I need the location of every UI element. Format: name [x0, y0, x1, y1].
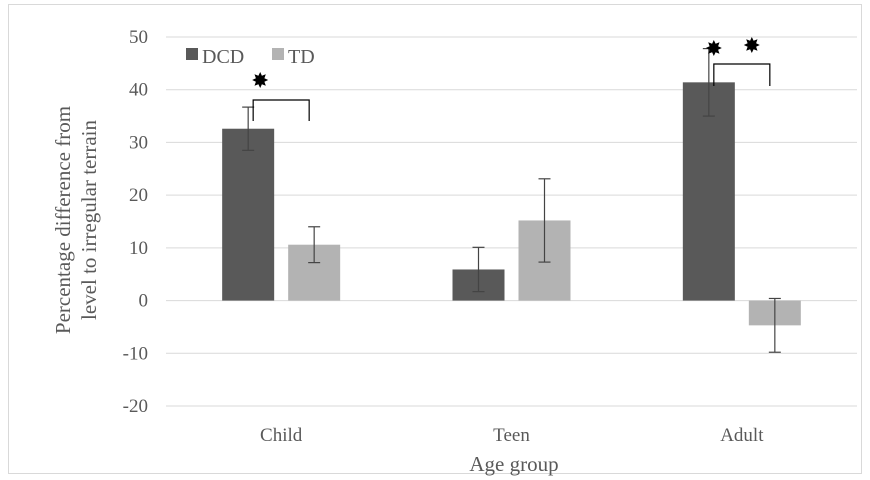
y-tick-label: 0 [139, 291, 149, 312]
y-tick-label: 30 [129, 132, 148, 153]
significance-star-icon [705, 40, 722, 56]
y-tick-label: -20 [123, 396, 148, 417]
legend: DCD TD [186, 46, 315, 68]
gridlines [166, 36, 857, 407]
x-tick-label: Adult [720, 425, 764, 446]
y-tick-label: 20 [129, 185, 148, 206]
x-axis-title: Age group [469, 452, 558, 476]
x-tick-label: Teen [493, 425, 530, 446]
significance-bracket [713, 63, 771, 86]
y-tick-label: 40 [129, 80, 148, 101]
x-tick-label: Child [260, 425, 303, 446]
y-tick-label: 10 [129, 238, 148, 259]
y-tick-label: -10 [123, 343, 148, 364]
significance-bracket [252, 99, 310, 121]
significance-star-icon [252, 72, 269, 88]
legend-label-td: TD [288, 46, 315, 68]
bar-dcd-adult [682, 82, 735, 301]
significance-markers [252, 37, 771, 121]
x-tick-labels: Child Teen Adult [260, 425, 764, 446]
legend-swatch-td [272, 48, 284, 60]
legend-swatch-dcd [186, 48, 198, 60]
y-axis-title-line2: level to irregular terrain [77, 120, 101, 320]
y-axis-title-line1: Percentage difference from [51, 106, 75, 334]
error-bars [242, 47, 781, 353]
y-tick-label: 50 [129, 27, 148, 48]
legend-label-dcd: DCD [202, 46, 244, 68]
significance-star-icon [743, 37, 760, 53]
y-tick-labels: 50 40 30 20 10 0 -10 -20 [123, 27, 148, 417]
bar-dcd-child [222, 128, 275, 301]
